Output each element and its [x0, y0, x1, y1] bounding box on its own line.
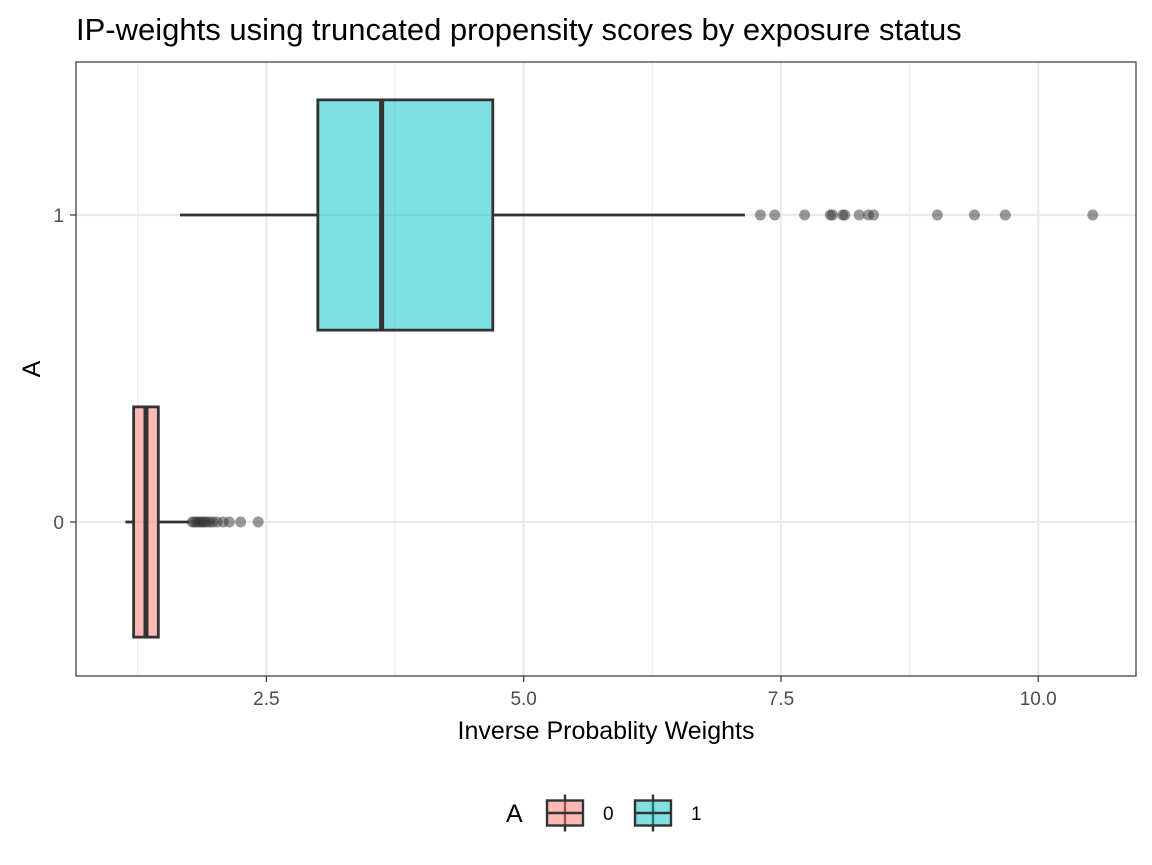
legend-title: A [506, 800, 523, 828]
legend-item-1: 1 [633, 794, 702, 832]
outlier-point [252, 516, 264, 528]
box-group-0 [125, 405, 264, 639]
box-rect [316, 98, 495, 332]
outlier-point [931, 209, 943, 221]
x-tick-label: 7.5 [768, 689, 794, 710]
outlier-point [826, 209, 838, 221]
x-tick-label: 10.0 [1020, 689, 1057, 710]
legend-label: 1 [691, 804, 702, 825]
outlier-point [754, 209, 766, 221]
panel-background [76, 62, 1136, 676]
y-axis-title: A [18, 360, 46, 377]
outlier-point [235, 516, 247, 528]
outlier-point [839, 209, 851, 221]
y-tick-label: 0 [53, 513, 64, 534]
outlier-point [999, 209, 1011, 221]
plot-area: 2.5 5.0 7.5 10.0 0 1 [53, 61, 1137, 710]
y-tick-label: 1 [53, 206, 64, 227]
x-axis-title: Inverse Probablity Weights [458, 717, 755, 745]
box-group-1 [179, 98, 1099, 332]
outlier-point [1087, 209, 1099, 221]
legend-item-0: 0 [545, 794, 614, 832]
panel-border [75, 61, 1137, 677]
legend: A 0 1 [506, 794, 702, 832]
x-tick-label: 2.5 [253, 689, 279, 710]
outlier-point [223, 516, 235, 528]
x-tick-label: 5.0 [510, 689, 536, 710]
outlier-point [968, 209, 980, 221]
outlier-point [868, 209, 880, 221]
legend-label: 0 [603, 804, 614, 825]
outlier-point [799, 209, 811, 221]
outlier-point [769, 209, 781, 221]
outlier-point [853, 209, 865, 221]
chart-title: IP-weights using truncated propensity sc… [76, 12, 962, 47]
